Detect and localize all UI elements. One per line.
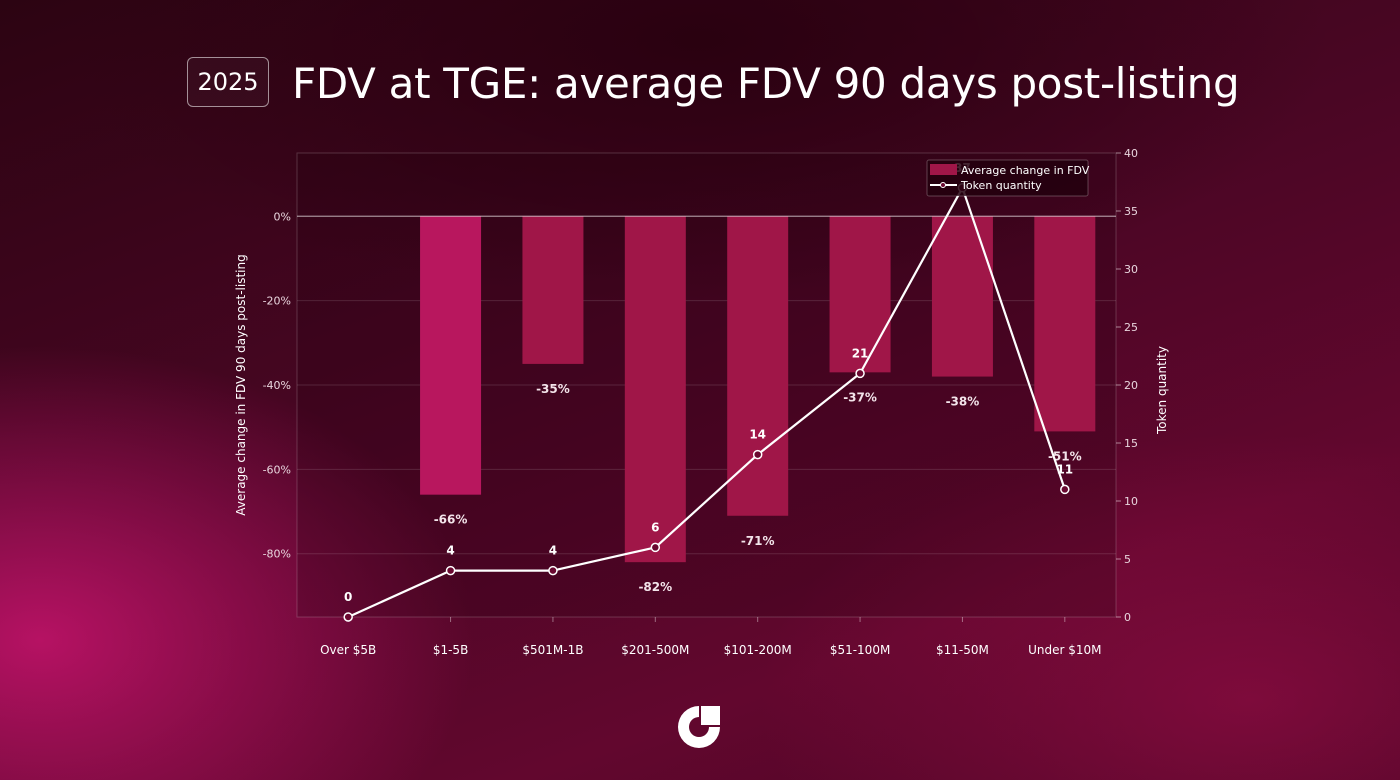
line-data-label: 14 (749, 428, 766, 442)
bar (727, 216, 789, 516)
legend-label-bar: Average change in FDV (961, 164, 1090, 177)
category-label: $501M-1B (522, 643, 583, 657)
right-tick-label: 10 (1124, 495, 1138, 508)
bar (522, 216, 584, 364)
right-tick-label: 15 (1124, 437, 1138, 450)
line-point (343, 612, 353, 622)
bar-data-label: -35% (536, 382, 570, 396)
token-quantity-line (347, 186, 1066, 619)
left-tick-label: -40% (263, 379, 291, 392)
line-data-label: 6 (651, 520, 659, 534)
brand-logo-icon (678, 706, 720, 748)
right-tick-label: 35 (1124, 205, 1138, 218)
bar-data-label: -82% (638, 580, 672, 594)
legend-swatch-marker (940, 182, 946, 188)
line-data-label: 21 (852, 346, 869, 360)
left-tick-label: -80% (263, 548, 291, 561)
line-point (752, 449, 763, 460)
bar (420, 216, 482, 495)
bar (931, 216, 993, 377)
category-label: Over $5B (320, 643, 376, 657)
right-tick-label: 40 (1124, 147, 1138, 160)
category-label: $101-200M (724, 643, 792, 657)
category-label: $201-500M (621, 643, 689, 657)
bar-data-label: -51% (1048, 449, 1082, 463)
left-tick-label: -20% (263, 295, 291, 308)
right-tick-label: 30 (1124, 263, 1138, 276)
line-point (445, 565, 456, 576)
category-label: Under $10M (1028, 643, 1101, 657)
legend-label-line: Token quantity (960, 179, 1042, 192)
bar (1034, 216, 1096, 432)
category-label: $51-100M (830, 643, 891, 657)
bar-data-label: -37% (843, 390, 877, 404)
line-point (650, 542, 661, 553)
right-tick-label: 25 (1124, 321, 1138, 334)
legend-box (926, 159, 1089, 197)
bar (624, 216, 686, 563)
line-point (1060, 484, 1070, 495)
line-point (855, 368, 865, 379)
line-point (548, 565, 558, 576)
bar-data-label: -71% (741, 534, 775, 548)
right-tick-label: 0 (1124, 611, 1131, 624)
legend-swatch-bar (930, 164, 957, 175)
bar-data-label: -66% (434, 513, 468, 527)
y-right-axis-label: Token quantity (1155, 346, 1169, 435)
right-tick-label: 5 (1124, 553, 1131, 566)
left-tick-label: 0% (274, 210, 291, 223)
bar (829, 216, 891, 373)
line-data-label: 11 (1056, 462, 1073, 476)
line-data-label: 0 (344, 590, 352, 604)
left-tick-label: -60% (263, 463, 291, 476)
line-data-label: 4 (549, 544, 557, 558)
category-label: $1-5B (433, 643, 468, 657)
line-data-label: 4 (446, 544, 454, 558)
bar-data-label: -38% (946, 395, 980, 409)
year-badge: 2025 (187, 57, 269, 107)
category-label: $11-50M (936, 643, 989, 657)
y-left-axis-label: Average change in FDV 90 days post-listi… (234, 254, 248, 515)
right-tick-label: 20 (1124, 379, 1138, 392)
page-title: FDV at TGE: average FDV 90 days post-lis… (292, 59, 1240, 108)
